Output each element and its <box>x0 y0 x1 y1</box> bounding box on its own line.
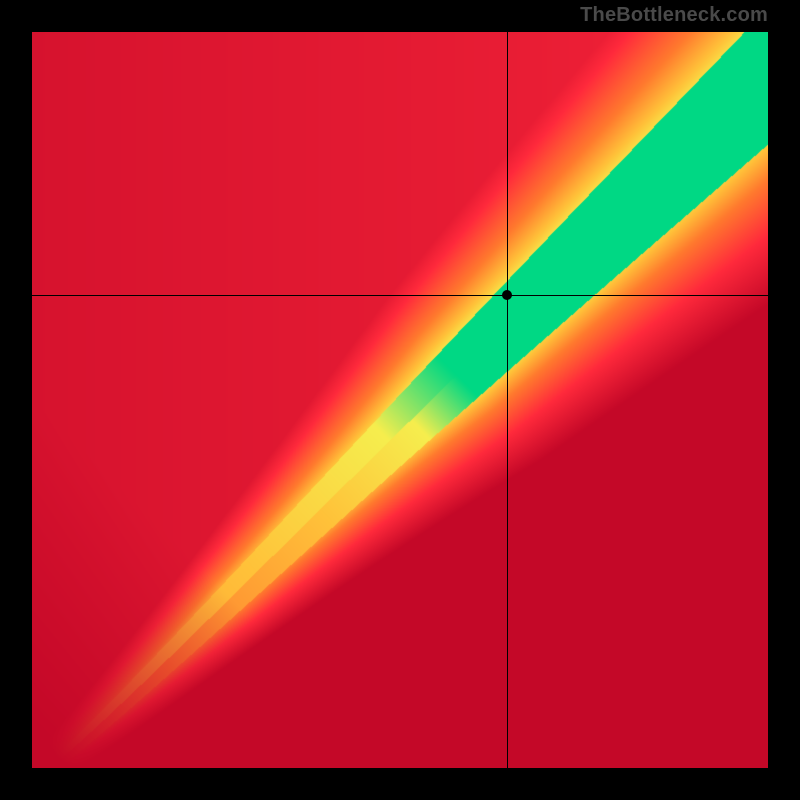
watermark-text: TheBottleneck.com <box>580 4 768 27</box>
heatmap-canvas <box>32 32 768 768</box>
plot-area <box>32 32 768 768</box>
crosshair-vertical <box>507 32 508 768</box>
crosshair-marker <box>502 290 512 300</box>
chart-container: TheBottleneck.com <box>0 0 800 800</box>
crosshair-horizontal <box>32 295 768 296</box>
